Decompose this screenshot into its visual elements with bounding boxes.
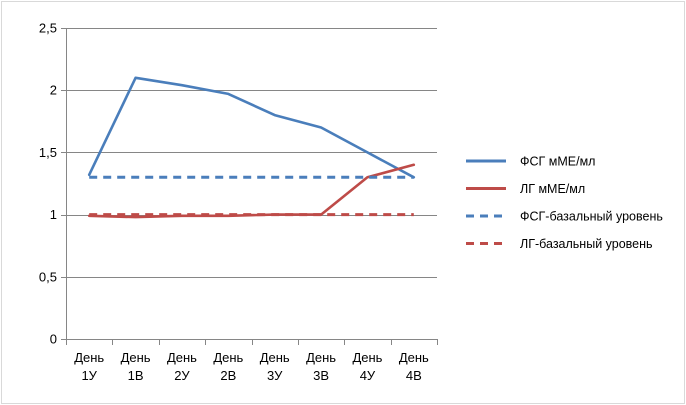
legend-entry: ЛГ мМЕ/мл xyxy=(466,182,585,196)
y-tick-label: 1,5 xyxy=(39,145,57,160)
legend-entry: ФСГ мМЕ/мл xyxy=(466,155,595,169)
x-tick-label: День 1У xyxy=(74,350,104,383)
x-axis: День 1У День 1В День 2У День 2В День 3У День 3В День… xyxy=(66,339,438,383)
y-tick-label: 0,5 xyxy=(39,269,57,284)
plot-area xyxy=(87,76,416,219)
legend: ФСГ мМЕ/мл ЛГ мМЕ/мл ФСГ-базальный уровень… xyxy=(466,155,663,251)
y-tick-label: 0 xyxy=(50,332,57,347)
series-line-1 xyxy=(87,76,416,179)
x-tick-label: День 4У xyxy=(352,350,382,383)
x-tick-label: День 2У xyxy=(167,350,197,383)
legend-label: ЛГ-базальный уровень xyxy=(520,237,653,251)
x-tick-label: День 1В xyxy=(121,350,151,383)
legend-label: ФСГ мМЕ/мл xyxy=(520,155,595,169)
x-tick-label: День 3У xyxy=(260,350,290,383)
legend-label: ЛГ мМЕ/мл xyxy=(520,182,585,196)
legend-entry: ЛГ-базальный уровень xyxy=(466,237,653,251)
y-tick-label: 1 xyxy=(50,207,57,222)
x-tick-label: День 2В xyxy=(213,350,243,383)
legend-entry: ФСГ-базальный уровень xyxy=(466,210,663,224)
y-axis: 0 0,5 1 1,5 2 2,5 xyxy=(39,21,67,347)
gridlines xyxy=(66,28,437,278)
x-tick-label: День 4В xyxy=(399,350,429,383)
legend-label: ФСГ-базальный уровень xyxy=(520,210,663,224)
y-tick-label: 2,5 xyxy=(39,21,57,36)
x-tick-label: День 3В xyxy=(306,350,336,383)
y-tick-label: 2 xyxy=(50,83,57,98)
series-line-2 xyxy=(87,163,416,219)
